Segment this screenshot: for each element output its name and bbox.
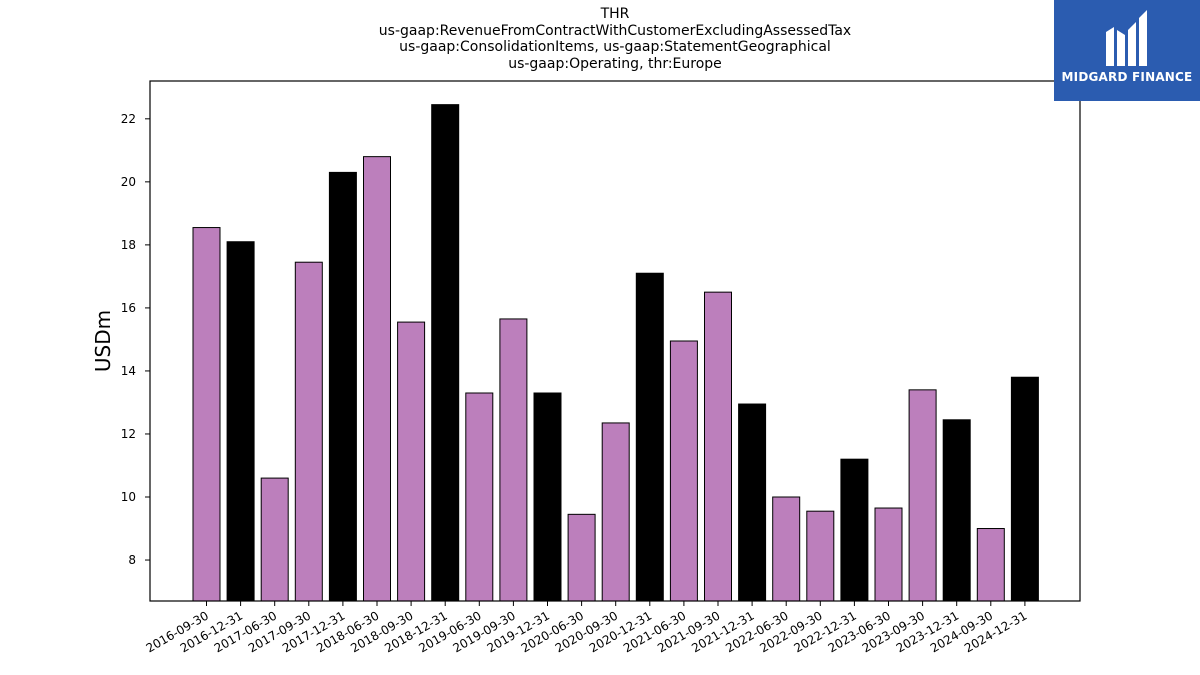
bar-2019-12-31	[533, 392, 562, 602]
y-tick-label: 12	[121, 427, 136, 441]
title-line-concept: us-gaap:RevenueFromContractWithCustomerE…	[378, 22, 852, 39]
bar-2024-09-30	[976, 528, 1005, 602]
bar-2020-06-30	[567, 513, 596, 602]
bar-2017-12-31	[328, 171, 357, 602]
logo-mark-icon	[1106, 10, 1147, 66]
bar-2019-06-30	[465, 392, 494, 602]
bar-2017-09-30	[294, 261, 323, 602]
bar-2024-12-31	[1010, 376, 1039, 602]
y-tick-label: 20	[121, 175, 136, 189]
bar-group	[192, 104, 1039, 602]
bar-2023-12-31	[942, 419, 971, 602]
bar-2016-09-30	[192, 227, 221, 602]
bar-2021-09-30	[704, 291, 732, 602]
bar-2021-12-31	[738, 403, 767, 602]
y-axis: 8 10 12 14 16 18 20 22	[121, 112, 150, 567]
y-tick-label: 8	[128, 553, 136, 567]
chart-title: THR us-gaap:RevenueFromContractWithCusto…	[150, 6, 1080, 72]
y-tick-label: 14	[121, 364, 136, 378]
bar-2018-06-30	[363, 156, 391, 602]
bar-2016-12-31	[226, 241, 255, 602]
x-axis: 2016-09-302016-12-312017-06-302017-09-30…	[144, 601, 1029, 655]
logo-wordmark: MIDGARD FINANCE	[1061, 70, 1193, 84]
bar-2018-12-31	[431, 104, 460, 602]
bar-2022-12-31	[840, 458, 869, 602]
bar-2020-12-31	[635, 272, 664, 602]
y-tick-label: 22	[121, 112, 136, 126]
y-axis-label: USDm	[91, 310, 115, 372]
bar-2017-06-30	[260, 477, 289, 602]
bar-2022-06-30	[772, 496, 801, 602]
bar-2020-09-30	[601, 422, 630, 602]
bar-2022-09-30	[806, 510, 835, 602]
y-tick-label: 18	[121, 238, 136, 252]
title-line-members: us-gaap:Operating, thr:Europe	[508, 55, 722, 72]
y-tick-label: 16	[121, 301, 136, 315]
bar-2019-09-30	[499, 318, 528, 602]
bar-2018-09-30	[397, 321, 426, 602]
title-line-axes: us-gaap:ConsolidationItems, us-gaap:Stat…	[399, 39, 831, 55]
bar-2023-06-30	[874, 507, 903, 602]
title-line-ticker: THR	[600, 6, 630, 22]
bar-2023-09-30	[908, 389, 937, 602]
plot-frame	[149, 80, 1081, 602]
y-tick-label: 10	[121, 490, 136, 504]
brand-logo: MIDGARD FINANCE	[1054, 0, 1200, 101]
bar-2021-06-30	[669, 340, 698, 602]
